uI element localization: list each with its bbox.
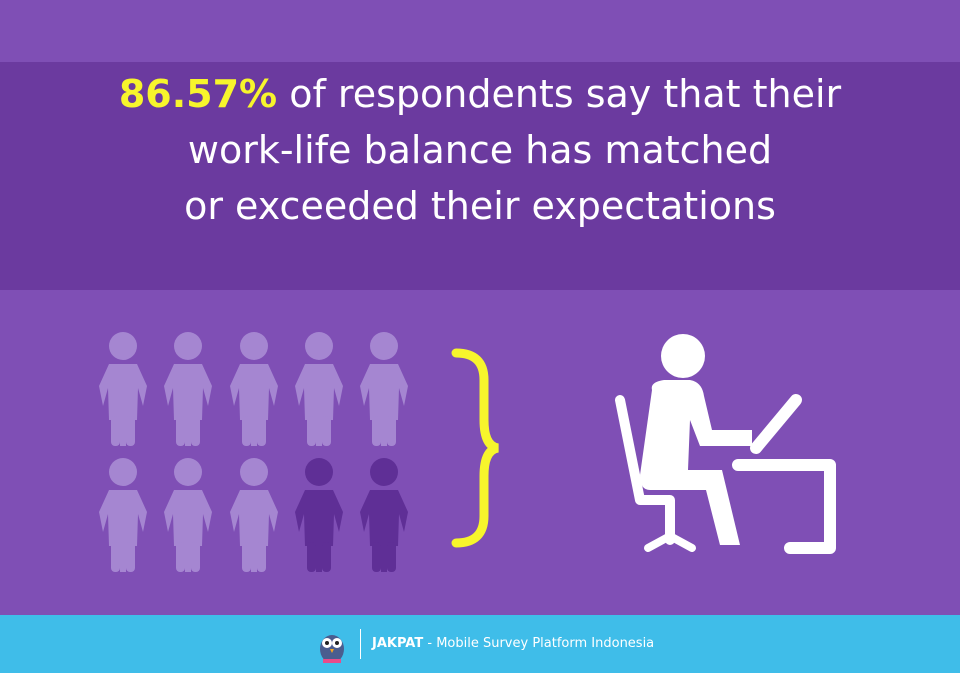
person-icon <box>164 458 212 572</box>
person-icon <box>360 332 408 446</box>
person-icon <box>360 458 408 572</box>
tagline: - Mobile Survey Platform Indonesia <box>427 636 655 651</box>
illustration <box>99 332 836 572</box>
people-group <box>99 332 408 572</box>
headline-line: 86.57% of respondents say that their <box>0 66 960 122</box>
headline: 86.57% of respondents say that their wor… <box>0 62 960 290</box>
headline-text: of respondents say that their <box>289 72 842 116</box>
headline-highlight: 86.57% <box>118 72 278 116</box>
person-icon <box>295 332 343 446</box>
divider <box>360 629 361 659</box>
person-icon <box>230 332 278 446</box>
headline-line: work-life balance has matched <box>187 128 773 172</box>
owl-logo <box>320 635 344 663</box>
headline-line: or exceeded their expectations <box>184 184 776 228</box>
person-icon <box>99 332 147 446</box>
people-group-dark <box>295 458 408 572</box>
person-icon <box>230 458 278 572</box>
person-icon <box>295 458 343 572</box>
footer-text: JAKPAT - Mobile Survey Platform Indonesi… <box>372 636 654 651</box>
brace <box>451 348 500 548</box>
worker-icon <box>615 334 836 554</box>
person-icon <box>99 458 147 572</box>
footer: JAKPAT - Mobile Survey Platform Indonesi… <box>0 615 960 673</box>
person-icon <box>164 332 212 446</box>
brand: JAKPAT <box>372 636 424 651</box>
top-band <box>0 0 960 62</box>
